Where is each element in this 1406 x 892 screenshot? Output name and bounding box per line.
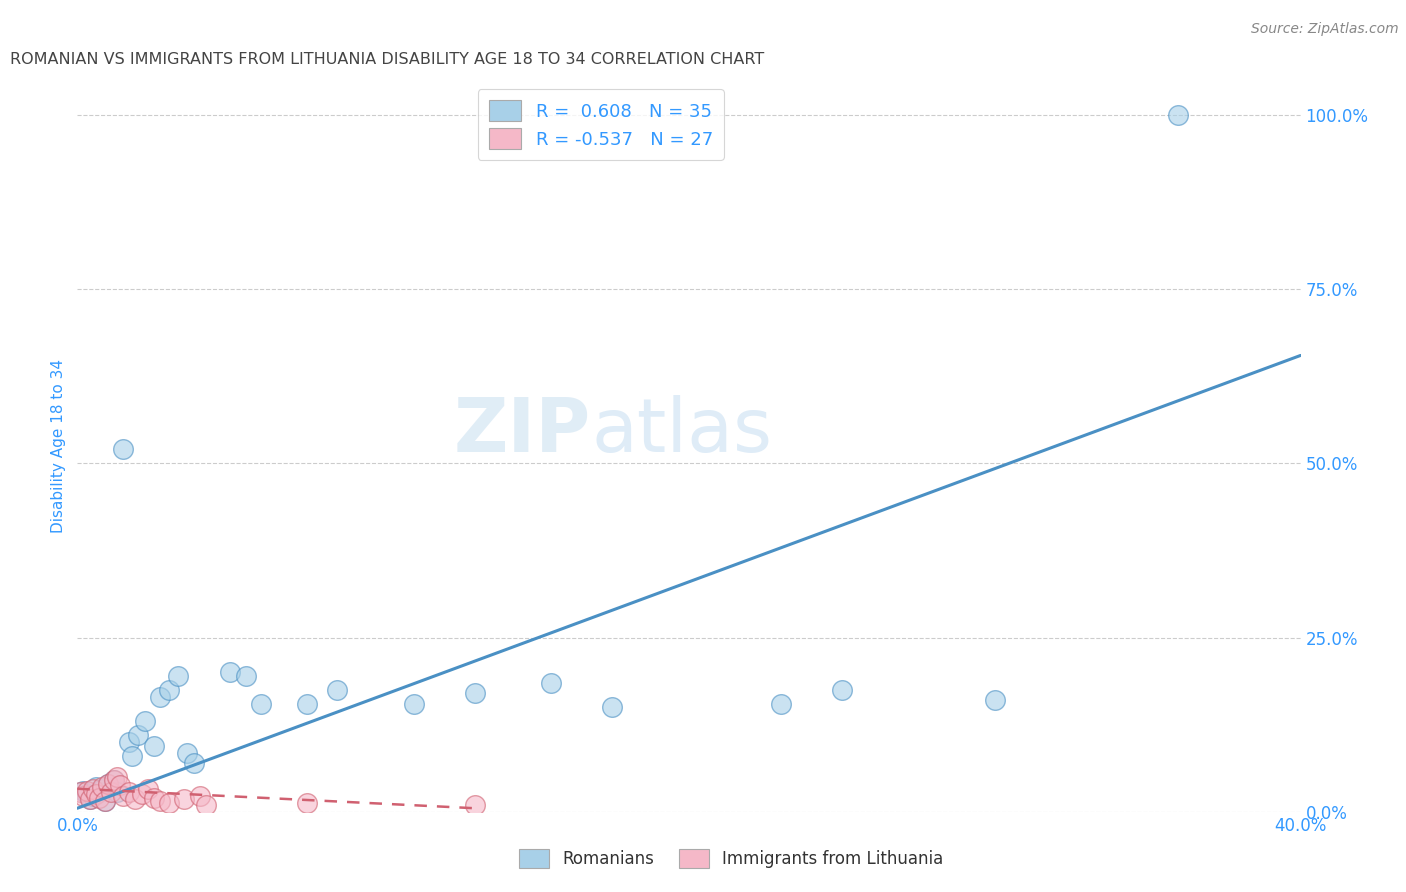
Point bbox=[128, 728, 150, 742]
Point bbox=[82, 782, 104, 797]
Point bbox=[118, 735, 141, 749]
Point bbox=[602, 700, 624, 714]
Point bbox=[118, 785, 141, 799]
Legend: Romanians, Immigrants from Lithuania: Romanians, Immigrants from Lithuania bbox=[512, 842, 950, 875]
Point bbox=[769, 697, 792, 711]
Point bbox=[326, 682, 349, 697]
Point bbox=[464, 686, 486, 700]
Point bbox=[108, 778, 131, 792]
Point bbox=[194, 797, 217, 812]
Point bbox=[103, 773, 125, 788]
Point bbox=[984, 693, 1007, 707]
Point bbox=[76, 787, 98, 801]
Point bbox=[134, 714, 156, 728]
Point bbox=[103, 773, 125, 788]
Point bbox=[72, 784, 94, 798]
Point bbox=[84, 787, 107, 801]
Point bbox=[142, 790, 165, 805]
Point bbox=[79, 792, 101, 806]
Point bbox=[540, 676, 562, 690]
Point bbox=[105, 770, 128, 784]
Point bbox=[105, 785, 128, 799]
Point bbox=[112, 789, 135, 804]
Point bbox=[131, 787, 153, 801]
Point bbox=[136, 782, 159, 797]
Point bbox=[149, 690, 172, 704]
Point bbox=[142, 739, 165, 753]
Text: Source: ZipAtlas.com: Source: ZipAtlas.com bbox=[1251, 22, 1399, 37]
Point bbox=[82, 789, 104, 804]
Point bbox=[1167, 108, 1189, 122]
Point bbox=[167, 669, 190, 683]
Point bbox=[157, 682, 180, 697]
Point bbox=[173, 792, 195, 806]
Point bbox=[84, 780, 107, 795]
Text: ZIP: ZIP bbox=[454, 395, 591, 468]
Point bbox=[79, 792, 101, 806]
Point bbox=[87, 790, 110, 805]
Point bbox=[124, 792, 146, 806]
Point bbox=[72, 789, 94, 804]
Point bbox=[112, 442, 135, 457]
Point bbox=[295, 797, 318, 811]
Point bbox=[176, 746, 198, 760]
Point bbox=[94, 794, 117, 808]
Point bbox=[76, 784, 98, 798]
Y-axis label: Disability Age 18 to 34: Disability Age 18 to 34 bbox=[51, 359, 66, 533]
Point bbox=[97, 777, 120, 791]
Point bbox=[402, 697, 425, 711]
Point bbox=[100, 785, 122, 799]
Legend: R =  0.608   N = 35, R = -0.537   N = 27: R = 0.608 N = 35, R = -0.537 N = 27 bbox=[478, 89, 724, 160]
Point bbox=[90, 782, 112, 797]
Point bbox=[149, 794, 172, 808]
Point bbox=[219, 665, 242, 680]
Point bbox=[250, 697, 273, 711]
Point bbox=[183, 756, 205, 770]
Text: ROMANIAN VS IMMIGRANTS FROM LITHUANIA DISABILITY AGE 18 TO 34 CORRELATION CHART: ROMANIAN VS IMMIGRANTS FROM LITHUANIA DI… bbox=[10, 52, 765, 67]
Point bbox=[69, 785, 91, 799]
Point bbox=[97, 777, 120, 791]
Point bbox=[94, 794, 117, 808]
Point bbox=[295, 697, 318, 711]
Point bbox=[87, 785, 110, 799]
Point bbox=[121, 749, 143, 764]
Point bbox=[464, 797, 486, 812]
Point bbox=[831, 682, 853, 697]
Text: atlas: atlas bbox=[591, 395, 772, 468]
Point bbox=[235, 669, 257, 683]
Point bbox=[90, 780, 112, 795]
Point bbox=[157, 797, 180, 811]
Point bbox=[188, 789, 211, 804]
